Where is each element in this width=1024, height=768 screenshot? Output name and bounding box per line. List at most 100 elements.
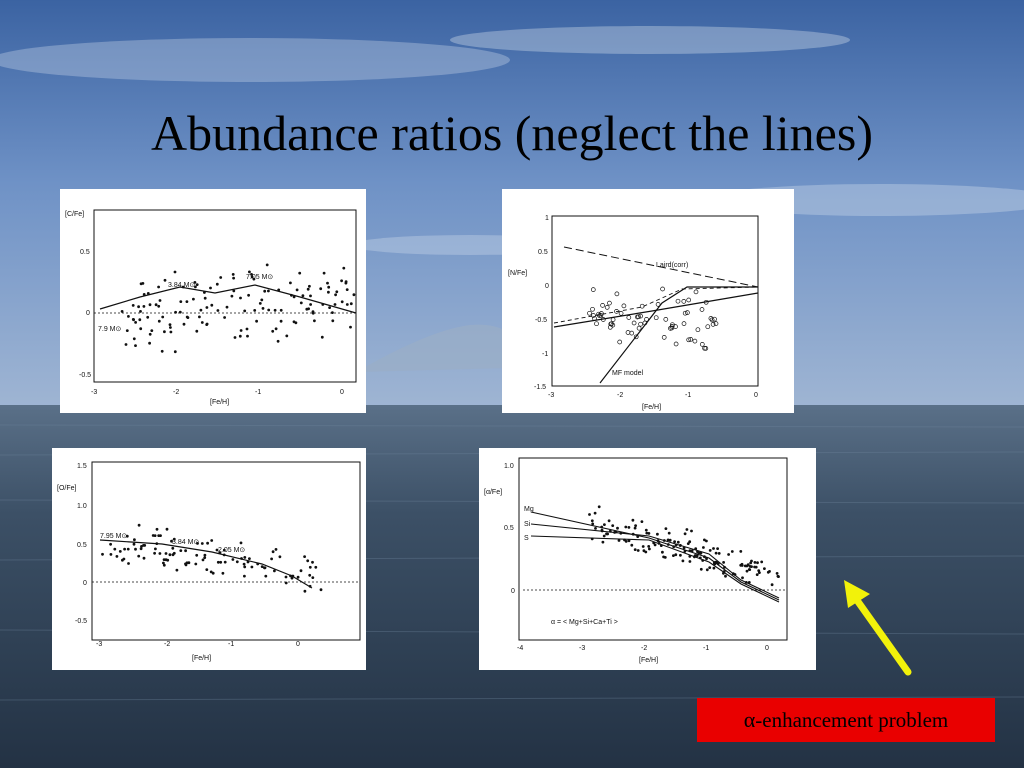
scatter-point [199,308,203,312]
scatter-point [666,538,670,542]
afe-series-label: Mg [524,506,534,513]
scatter-point [299,301,303,305]
scatter-point [727,553,730,556]
scatter-point [172,537,176,541]
yellow-arrow-icon [844,580,912,676]
scatter-point [179,300,183,303]
scatter-point [333,303,337,306]
scatter-point [662,539,666,542]
scatter-point [292,320,296,324]
cfe-model-label: 3.84 M⊙ [168,282,195,289]
caption-text: -enhancement problem [755,707,949,732]
ofe-ytick: 1.0 [77,503,87,510]
scatter-point [590,519,594,523]
scatter-point [633,334,639,340]
scatter-point [142,556,146,560]
scatter-point [716,547,719,550]
scatter-point [313,319,316,323]
scatter-point [203,556,207,559]
scatter-point [215,282,219,286]
scatter-point [203,291,206,294]
scatter-point [216,309,220,312]
scatter-point [636,535,640,538]
scatter-point [705,568,709,572]
scatter-point [733,573,737,576]
scatter-point [708,549,712,552]
scatter-point [231,558,235,561]
scatter-point [209,286,212,290]
cfe-plot: [C/Fe] [Fe/H] 0.5 0 -0.5 -3 -2 -1 0 7.9 … [65,209,357,406]
scatter-point [741,576,744,580]
cfe-xtick: -1 [255,389,261,396]
scatter-point [644,528,648,532]
scatter-point [588,513,591,516]
scatter-point [675,298,681,304]
scatter-point [685,528,689,531]
scatter-point [673,324,678,329]
scatter-point [173,270,177,274]
afe-xtick: -1 [703,645,709,652]
scatter-point [158,552,162,555]
scatter-point [230,294,234,298]
scatter-point [661,335,667,340]
afe-xtick: -2 [641,645,647,652]
scatter-point [714,551,718,555]
scatter-point [223,316,227,319]
scatter-point [663,317,669,322]
ofe-ylabel: [O/Fe] [57,485,77,492]
scatter-point [674,543,678,547]
scatter-point [298,271,302,275]
scatter-point [604,305,610,310]
scatter-point [688,560,692,563]
scatter-point [753,565,756,569]
scatter-point [603,523,606,526]
nfe-xlabel: [Fe/H] [642,404,661,411]
scatter-point [248,270,251,274]
scatter-point [653,315,659,321]
scatter-point [243,556,247,559]
scatter-point [614,309,619,314]
scatter-point [597,313,602,318]
scatter-point [142,305,146,308]
scatter-point [215,548,219,552]
scatter-point [607,519,611,523]
scatter-point [631,532,635,536]
scatter-point [256,562,260,566]
scatter-point [239,296,242,300]
scatter-point [218,551,222,555]
scatter-point [342,266,346,270]
scatter-point [657,542,661,545]
scatter-point [303,589,307,593]
scatter-point [125,534,129,538]
scatter-point [206,541,210,545]
afe-footnote: α = < Mg+Si+Ca+Ti > [551,619,618,626]
scatter-point [184,549,188,553]
afe-ylabel: [α/Fe] [484,489,502,496]
scatter-point [113,547,117,551]
scatter-point [699,567,703,571]
scatter-point [610,317,616,322]
scatter-point [722,561,725,564]
scatter-point [753,561,757,564]
scatter-point [723,565,726,569]
scatter-point [685,310,690,315]
scatter-point [233,336,237,339]
cfe-ytick: 0.5 [80,249,90,256]
cfe-xtick: -2 [173,389,179,396]
scatter-point [672,545,676,549]
cfe-xtick: -3 [91,389,97,396]
ofe-ytick: 1.5 [77,463,87,470]
scatter-point [277,288,281,292]
scatter-point [157,304,161,308]
scatter-point [308,573,312,577]
scatter-point [148,332,152,336]
scatter-point [146,292,150,295]
scatter-point [627,526,631,529]
scatter-point [629,330,635,336]
afe-ytick: 0.5 [504,525,514,532]
scatter-point [694,547,698,551]
scatter-point [263,566,266,570]
scatter-point [681,559,685,563]
scatter-point [210,539,214,542]
scatter-point [626,315,632,320]
